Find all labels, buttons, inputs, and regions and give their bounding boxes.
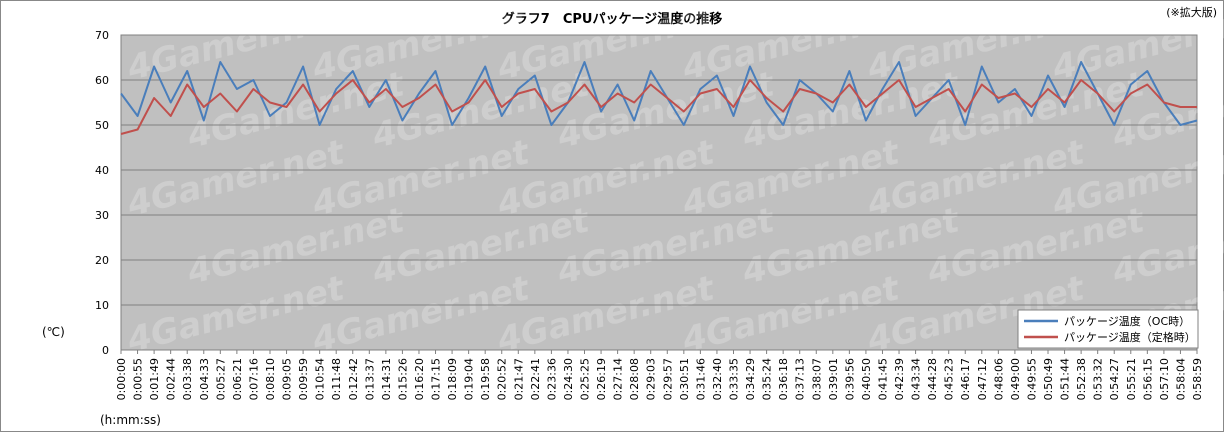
x-tick-label: 0:52:38 [1075, 358, 1088, 400]
x-tick-label: 0:12:42 [347, 358, 360, 400]
x-tick-label: 0:33:35 [727, 358, 740, 400]
x-axis-label: (h:mm:ss) [100, 413, 161, 427]
x-tick-label: 0:09:59 [297, 358, 310, 400]
x-tick-label: 0:39:01 [827, 358, 840, 400]
y-tick-label: 10 [95, 299, 109, 312]
x-tick-label: 0:08:10 [264, 358, 277, 400]
y-axis-ticks: 0 10 20 30 40 50 60 70 [95, 29, 109, 357]
x-tick-label: 0:41:45 [876, 358, 889, 400]
x-tick-label: 0:37:13 [794, 358, 807, 400]
y-tick-label: 50 [95, 119, 109, 132]
x-tick-label: 0:43:34 [910, 358, 923, 400]
x-tick-label: 0:25:25 [579, 358, 592, 400]
x-tick-label: 0:19:58 [479, 358, 492, 400]
x-tick-label: 0:19:04 [463, 358, 476, 400]
x-tick-label: 0:10:54 [314, 358, 327, 400]
x-tick-label: 0:38:07 [810, 358, 823, 400]
x-tick-label: 0:00:55 [132, 358, 145, 400]
x-tick-label: 0:55:21 [1125, 358, 1138, 400]
x-tick-label: 0:29:03 [645, 358, 658, 400]
y-tick-label: 0 [102, 344, 109, 357]
x-tick-label: 0:13:37 [363, 358, 376, 400]
x-tick-label: 0:32:40 [711, 358, 724, 400]
x-tick-label: 0:31:46 [694, 358, 707, 400]
x-tick-label: 0:53:32 [1092, 358, 1105, 400]
legend-box [1017, 309, 1199, 349]
x-tick-label: 0:39:56 [843, 358, 856, 400]
x-tick-label: 0:56:15 [1141, 358, 1154, 400]
plot-area: 4Gamer.net4Gamer.net4Gamer.net4Gamer.net… [120, 0, 1225, 361]
x-tick-label: 0:30:51 [678, 358, 691, 400]
legend-entry: パッケージ温度（OC時） [1064, 314, 1190, 328]
y-tick-label: 70 [95, 29, 109, 42]
x-tick-label: 0:49:55 [1025, 358, 1038, 400]
x-tick-label: 0:04:33 [198, 358, 211, 400]
x-tick-label: 0:34:29 [744, 358, 757, 400]
x-tick-label: 0:54:27 [1108, 358, 1121, 400]
x-tick-label: 0:49:00 [1009, 358, 1022, 400]
legend: パッケージ温度（OC時） パッケージ温度（定格時） [1017, 309, 1199, 349]
x-tick-label: 0:48:06 [992, 358, 1005, 400]
x-tick-label: 0:03:38 [181, 358, 194, 400]
y-tick-label: 40 [95, 164, 109, 177]
x-tick-label: 0:18:09 [446, 358, 459, 400]
x-tick-label: 0:17:15 [430, 358, 443, 400]
chart-note: (※拡大版) [1166, 5, 1217, 19]
x-tick-label: 0:50:49 [1042, 358, 1055, 400]
x-tick-label: 0:14:31 [380, 358, 393, 400]
x-tick-label: 0:36:18 [777, 358, 790, 400]
x-tick-label: 0:28:08 [628, 358, 641, 400]
x-tick-label: 0:35:24 [761, 358, 774, 400]
x-tick-label: 0:11:48 [330, 358, 343, 400]
y-tick-label: 30 [95, 209, 109, 222]
x-tick-label: 0:00:00 [115, 358, 128, 400]
x-tick-label: 0:47:12 [976, 358, 989, 400]
x-tick-label: 0:58:04 [1174, 358, 1187, 400]
x-tick-label: 0:29:57 [661, 358, 674, 400]
x-tick-label: 0:20:52 [496, 358, 509, 400]
x-tick-label: 0:58:59 [1191, 358, 1204, 400]
y-tick-label: 20 [95, 254, 109, 267]
series-line-2 [120, 79, 1197, 135]
x-tick-label: 0:51:44 [1059, 358, 1072, 400]
x-tick-label: 0:40:50 [860, 358, 873, 400]
x-tick-label: 0:15:26 [396, 358, 409, 400]
x-tick-label: 0:23:36 [545, 358, 558, 400]
x-tick-label: 0:27:14 [612, 358, 625, 400]
x-tick-label: 0:06:21 [231, 358, 244, 400]
x-tick-label: 0:09:05 [281, 358, 294, 400]
series-line-1 [120, 61, 1198, 126]
x-tick-label: 0:42:39 [893, 358, 906, 400]
y-axis-label: (℃) [42, 325, 65, 339]
legend-entry: パッケージ温度（定格時） [1064, 330, 1196, 344]
x-tick-label: 0:22:41 [529, 358, 542, 400]
x-tick-label: 0:45:23 [943, 358, 956, 400]
x-tick-label: 0:05:27 [214, 358, 227, 400]
x-tick-label: 0:01:49 [148, 358, 161, 400]
chart-title: グラフ7 CPUパッケージ温度の推移 [502, 11, 722, 27]
x-tick-label: 0:07:16 [247, 358, 260, 400]
x-tick-label: 0:44:28 [926, 358, 939, 400]
x-tick-label: 0:26:19 [595, 358, 608, 400]
x-axis-ticks: 0:00:00 0:00:55 0:01:49 0:02:44 0:03:38 0:04:… [115, 350, 1204, 400]
x-tick-label: 0:24:30 [562, 358, 575, 400]
x-tick-label: 0:57:10 [1158, 358, 1171, 400]
x-tick-label: 0:02:44 [165, 358, 178, 400]
x-tick-label: 0:16:20 [413, 358, 426, 400]
x-tick-label: 0:21:47 [512, 358, 525, 400]
x-tick-label: 0:46:17 [959, 358, 972, 400]
y-tick-label: 60 [95, 74, 109, 87]
